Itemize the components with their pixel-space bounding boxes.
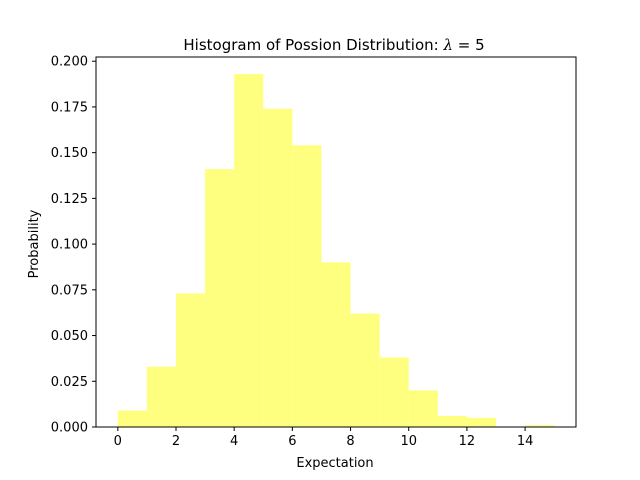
x-tick-label: 2 [172, 434, 180, 449]
histogram-bar-12 [466, 417, 496, 427]
histogram-bar-5 [263, 108, 293, 427]
y-axis-label: Probability [27, 209, 42, 278]
histogram-bar-0 [117, 410, 147, 427]
bars-group [117, 74, 555, 428]
histogram-bar-3 [205, 169, 235, 428]
axes-frame [95, 56, 577, 428]
histogram-bar-8 [350, 313, 380, 427]
y-tick-label: 0.000 [51, 421, 88, 436]
chart-title-suffix: = 5 [453, 36, 485, 54]
y-tick-label: 0.200 [51, 55, 88, 70]
histogram-bar-14 [525, 425, 555, 427]
histogram-bar-10 [408, 390, 438, 427]
x-tick-label: 12 [459, 434, 476, 449]
histogram-bar-2 [176, 293, 206, 427]
y-tick-label: 0.125 [51, 192, 88, 207]
y-tick-label: 0.100 [51, 238, 88, 253]
y-axis-ticks: 0.000 0.025 0.050 0.075 0.100 0.125 0.150 0.175… [51, 55, 96, 436]
y-tick-label: 0.025 [51, 375, 88, 390]
x-tick-label: 4 [230, 434, 238, 449]
y-tick-label: 0.075 [51, 283, 88, 298]
x-tick-label: 8 [346, 434, 354, 449]
x-tick-label: 10 [400, 434, 417, 449]
x-tick-label: 14 [517, 434, 534, 449]
x-tick-label: 6 [288, 434, 296, 449]
histogram-bar-1 [146, 366, 176, 427]
chart-title: Histogram of Possion Distribution: λ = 5 [183, 36, 484, 54]
histogram-bar-6 [292, 145, 322, 427]
chart-title-prefix: Histogram of Possion Distribution: [183, 36, 443, 54]
x-tick-label: 0 [114, 434, 122, 449]
histogram-bar-4 [234, 74, 264, 427]
histogram-bar-11 [437, 416, 467, 427]
histogram-bar-7 [321, 262, 351, 427]
chart-title-symbol: λ [442, 36, 453, 54]
histogram-bar-9 [379, 357, 409, 427]
y-tick-label: 0.150 [51, 146, 88, 161]
y-tick-label: 0.050 [51, 329, 88, 344]
x-axis-ticks: 0 2 4 6 8 10 12 14 [114, 427, 534, 449]
y-tick-label: 0.175 [51, 100, 88, 115]
x-axis-label: Expectation [296, 456, 373, 471]
